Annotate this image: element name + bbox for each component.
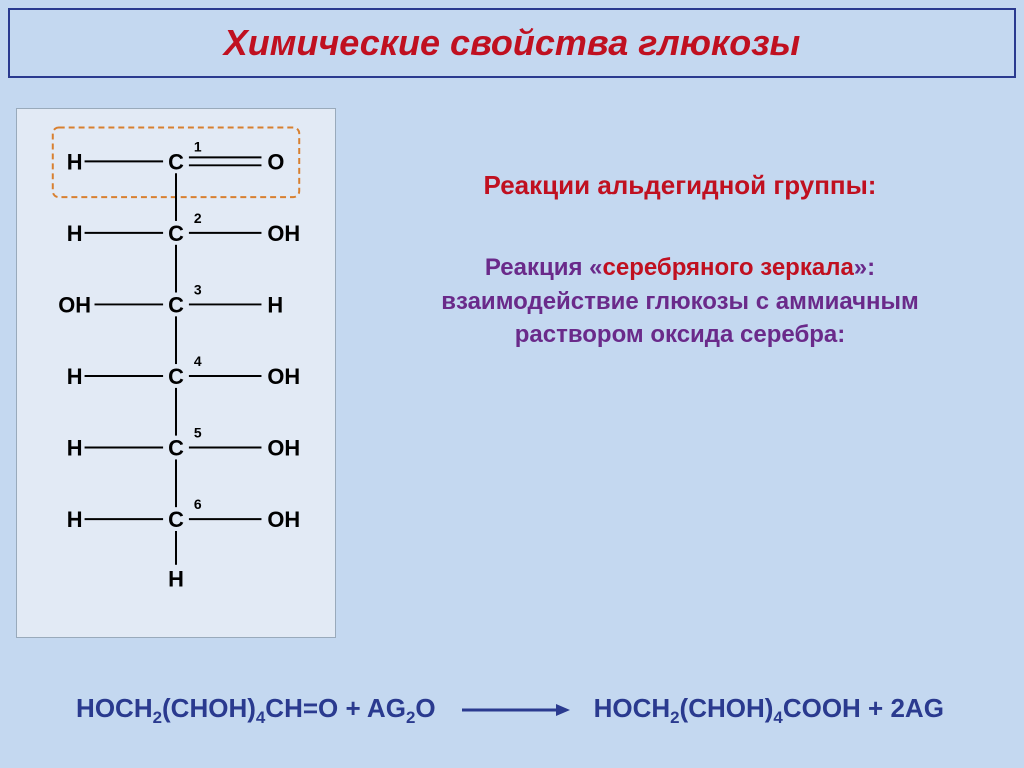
svg-text:5: 5 bbox=[194, 425, 202, 441]
title-bar: Химические свойства глюкозы bbox=[8, 8, 1016, 78]
svg-text:C: C bbox=[168, 292, 184, 317]
svg-text:C: C bbox=[168, 221, 184, 246]
svg-text:O: O bbox=[267, 149, 284, 174]
structure-panel: C1HOC2HOHC3OHHC4HOHC5HOHC6HOHH bbox=[16, 108, 336, 638]
reaction-line2: раствором оксида серебра: bbox=[515, 321, 846, 348]
svg-text:H: H bbox=[168, 567, 184, 592]
svg-text:H: H bbox=[67, 364, 83, 389]
equation: HOCH2(CHOH)4CH=O + AG2O HOCH2(CHOH)4COOH… bbox=[40, 693, 980, 728]
svg-text:C: C bbox=[168, 149, 184, 174]
svg-text:OH: OH bbox=[267, 364, 300, 389]
svg-text:H: H bbox=[67, 221, 83, 246]
svg-text:3: 3 bbox=[194, 281, 202, 297]
reaction-prefix: Реакция « bbox=[485, 254, 603, 281]
svg-text:OH: OH bbox=[267, 221, 300, 246]
reaction-highlight: серебряного зеркала bbox=[603, 254, 854, 281]
svg-text:H: H bbox=[267, 292, 283, 317]
equation-rhs: HOCH2(CHOH)4COOH + 2AG bbox=[594, 693, 944, 728]
svg-text:OH: OH bbox=[267, 435, 300, 460]
section-heading: Реакции альдегидной группы: bbox=[380, 170, 980, 201]
svg-text:H: H bbox=[67, 149, 83, 174]
reaction-description: Реакция «серебряного зеркала»: взаимодей… bbox=[380, 251, 980, 352]
svg-text:OH: OH bbox=[267, 507, 300, 532]
svg-text:H: H bbox=[67, 435, 83, 460]
page-title: Химические свойства глюкозы bbox=[224, 22, 801, 64]
svg-text:OH: OH bbox=[58, 292, 91, 317]
svg-text:C: C bbox=[168, 507, 184, 532]
svg-text:C: C bbox=[168, 435, 184, 460]
svg-text:1: 1 bbox=[194, 138, 202, 154]
text-block: Реакции альдегидной группы: Реакция «сер… bbox=[380, 170, 980, 352]
reaction-line1: взаимодействие глюкозы с аммиачным bbox=[441, 288, 919, 315]
svg-text:H: H bbox=[67, 507, 83, 532]
svg-text:2: 2 bbox=[194, 210, 202, 226]
svg-text:C: C bbox=[168, 364, 184, 389]
glucose-structure: C1HOC2HOHC3OHHC4HOHC5HOHC6HOHH bbox=[17, 109, 335, 637]
svg-text:6: 6 bbox=[194, 496, 202, 512]
reaction-arrow-icon bbox=[460, 701, 570, 719]
equation-lhs: HOCH2(CHOH)4CH=O + AG2O bbox=[76, 693, 436, 728]
svg-text:4: 4 bbox=[194, 353, 202, 369]
reaction-suffix: »: bbox=[854, 254, 875, 281]
